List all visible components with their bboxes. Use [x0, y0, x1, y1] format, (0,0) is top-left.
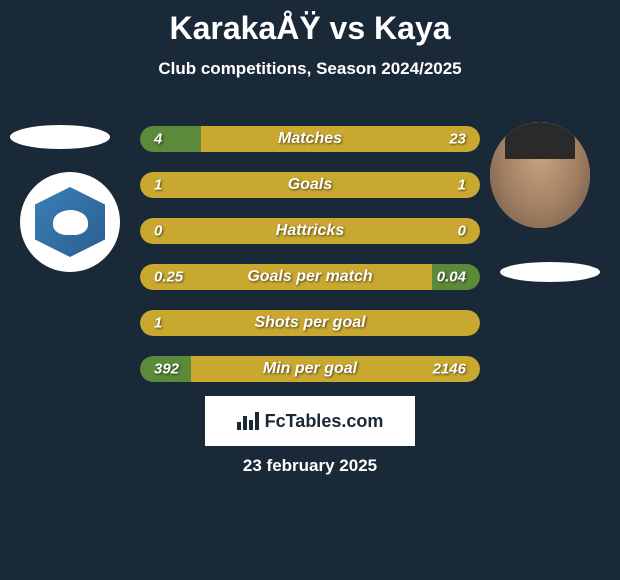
footer-logo-box: FcTables.com	[205, 396, 415, 446]
stat-value-right: 23	[449, 131, 466, 148]
stats-container: Matches 4 23 Goals 1 1 Hattricks 0 0 Goals per ma…	[140, 126, 480, 402]
stat-value-left: 1	[154, 315, 162, 332]
stat-row: Goals 1 1	[140, 172, 480, 198]
stat-bar-right	[310, 172, 480, 198]
stat-value-left: 1	[154, 177, 162, 194]
stat-value-right: 2146	[433, 361, 466, 378]
stat-label: Min per goal	[263, 360, 357, 378]
stat-value-left: 0.25	[154, 269, 183, 286]
stat-value-left: 4	[154, 131, 162, 148]
stat-value-right: 1	[458, 177, 466, 194]
stat-value-right: 0	[458, 223, 466, 240]
stat-label: Goals	[288, 176, 332, 194]
club-icon	[53, 210, 88, 235]
stat-value-left: 0	[154, 223, 162, 240]
stat-row: Shots per goal 1	[140, 310, 480, 336]
player-right-avatar	[490, 122, 590, 228]
footer-text: FcTables.com	[265, 411, 384, 432]
stat-bar-left	[140, 126, 201, 152]
stat-bar-left	[140, 172, 310, 198]
page-subtitle: Club competitions, Season 2024/2025	[0, 59, 620, 79]
club-left-badge	[20, 172, 120, 272]
stat-value-left: 392	[154, 361, 179, 378]
stat-row: Hattricks 0 0	[140, 218, 480, 244]
stat-label: Goals per match	[247, 268, 372, 286]
footer-chart-icon	[237, 412, 259, 430]
page-title: KarakaÅŸ vs Kaya	[0, 0, 620, 47]
player-left-ellipse	[10, 125, 110, 149]
stat-label: Shots per goal	[254, 314, 365, 332]
stat-label: Hattricks	[276, 222, 344, 240]
date-text: 23 february 2025	[243, 456, 377, 476]
stat-row: Matches 4 23	[140, 126, 480, 152]
stat-value-right: 0.04	[437, 269, 466, 286]
stat-row: Goals per match 0.25 0.04	[140, 264, 480, 290]
stat-row: Min per goal 392 2146	[140, 356, 480, 382]
player-right-ellipse	[500, 262, 600, 282]
stat-label: Matches	[278, 130, 342, 148]
